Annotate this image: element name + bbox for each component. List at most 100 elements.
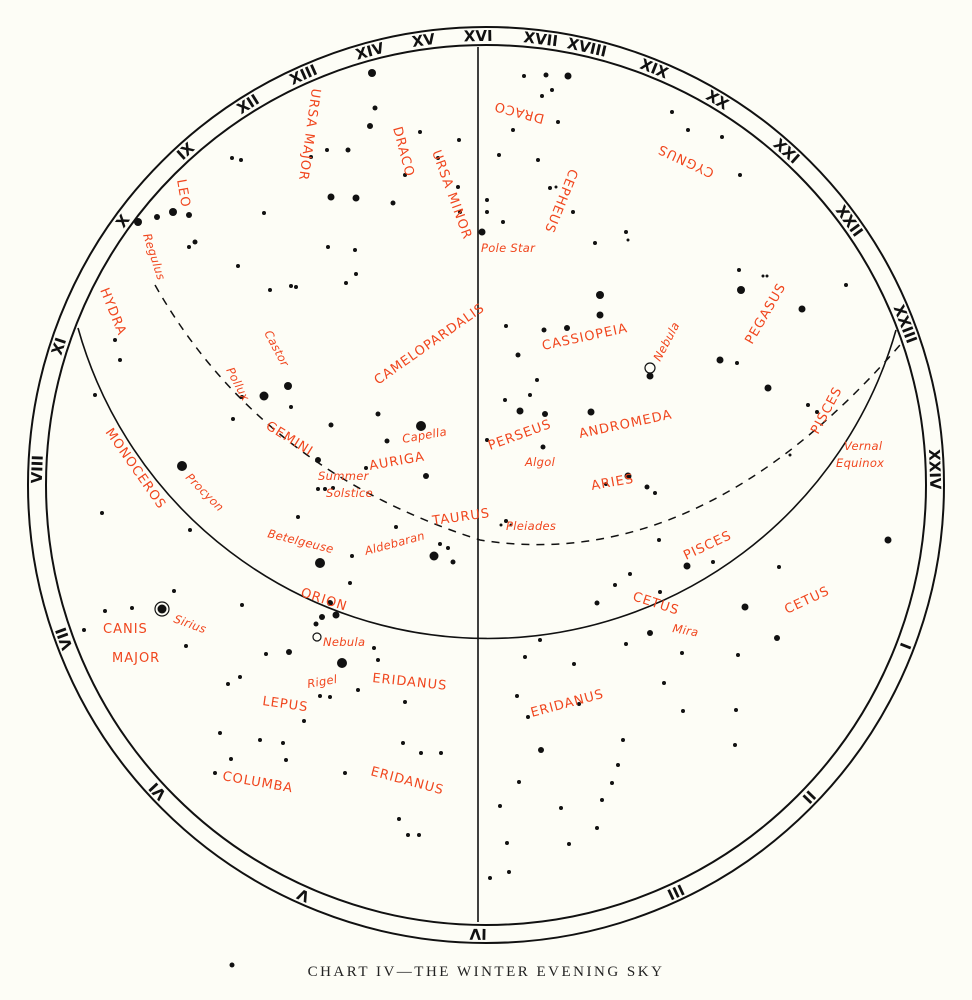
star-dot [522, 74, 526, 78]
outer-ring [27, 26, 945, 944]
star-dot [596, 291, 604, 299]
star-dot [240, 603, 244, 607]
label-leo: LEO [173, 178, 193, 209]
label-draco-2: DRACO [492, 98, 546, 126]
label-mira: Mira [671, 621, 699, 639]
hour-label: XX [703, 86, 732, 114]
star-dot [296, 515, 300, 519]
label-gemini: GEMINI [263, 419, 316, 460]
label-ursa-minor: URSA MINOR [428, 148, 474, 242]
star-dot [113, 338, 117, 342]
nebula-andromeda-icon [644, 362, 656, 374]
star-dot [505, 841, 509, 845]
label-vernal: Vernal [844, 439, 883, 453]
star-dot [429, 551, 439, 561]
star-dot [337, 658, 347, 668]
star-dot [564, 72, 572, 80]
star-dot [504, 519, 508, 523]
star-dot [542, 411, 548, 417]
star-dot [268, 288, 272, 292]
star-dot [403, 173, 407, 177]
label-nebula-orion: Nebula [323, 635, 365, 649]
star-dot [184, 644, 188, 648]
star-dot [538, 638, 542, 642]
star-dot [258, 738, 262, 742]
label-pleiades: Pleiades [506, 519, 556, 533]
hour-label: XXI [770, 135, 803, 168]
chart-caption: CHART IV—THE WINTER EVENING SKY [307, 964, 665, 980]
hour-label: III [664, 880, 687, 903]
star-dot [548, 186, 552, 190]
star-dot [798, 305, 806, 313]
hour-label: XIII [287, 61, 320, 89]
star-dot [543, 72, 549, 78]
label-cassiopeia: CASSIOPEIA [541, 321, 630, 354]
star-dot [353, 248, 357, 252]
star-dot [406, 833, 410, 837]
label-sirius: Sirius [172, 612, 208, 637]
label-canis: CANIS [103, 622, 148, 637]
star-dot [284, 382, 292, 390]
star-dot [192, 239, 198, 245]
label-aries: ARIES [590, 472, 635, 494]
label-aldebaran: Aldebaran [362, 528, 426, 558]
star-dot [354, 272, 358, 276]
star-dot [503, 398, 507, 402]
star-dot [262, 211, 266, 215]
star-dot [735, 361, 739, 365]
label-summer: Summer [318, 469, 370, 483]
star-dot [130, 606, 134, 610]
star-dot [93, 393, 97, 397]
star-dot [815, 410, 819, 414]
star-dot [536, 158, 540, 162]
star-dot [364, 466, 368, 470]
star-dot [613, 583, 617, 587]
star-dot [350, 554, 354, 558]
star-dot [593, 241, 597, 245]
star-dot [157, 604, 167, 614]
star-dot [177, 461, 187, 471]
star-dot [686, 128, 690, 132]
star-dot [328, 422, 334, 428]
star-dot [401, 741, 405, 745]
label-eridanus-2: ERIDANUS [529, 687, 606, 721]
star-dot [375, 411, 381, 417]
star-dot [528, 393, 532, 397]
star-dot [647, 630, 653, 636]
inner-ring [45, 44, 927, 926]
label-cetus: CETUS [631, 590, 681, 619]
star-dot [286, 649, 292, 655]
star-dot [540, 444, 546, 450]
star-dot [765, 274, 769, 278]
star-dot [309, 155, 313, 159]
star-dot [540, 94, 544, 98]
star-dot [554, 185, 558, 189]
star-dot [372, 646, 376, 650]
star-dot [328, 695, 332, 699]
label-cetus-2: CETUS [782, 584, 832, 618]
star-dot [323, 487, 327, 491]
sirius-ring-icon [154, 601, 170, 617]
star-dot [777, 565, 781, 569]
label-eridanus: ERIDANUS [372, 671, 448, 694]
star-dot [624, 230, 628, 234]
hour-label: II [799, 787, 820, 808]
star-dot [523, 655, 527, 659]
label-orion: ORION [299, 586, 349, 615]
star-dot [761, 274, 765, 278]
star-dot [596, 311, 604, 319]
star-dot [741, 603, 749, 611]
star-dot [516, 407, 524, 415]
star-dot [720, 135, 724, 139]
star-dot [239, 158, 243, 162]
label-draco: DRACO [389, 125, 417, 179]
star-dot [711, 560, 715, 564]
star-dot [134, 218, 142, 226]
star-dot [394, 525, 398, 529]
star-dot [595, 826, 599, 830]
hour-label: VIII [28, 455, 47, 484]
star-dot [188, 528, 192, 532]
star-dot [240, 395, 244, 399]
star-dot [621, 738, 625, 742]
